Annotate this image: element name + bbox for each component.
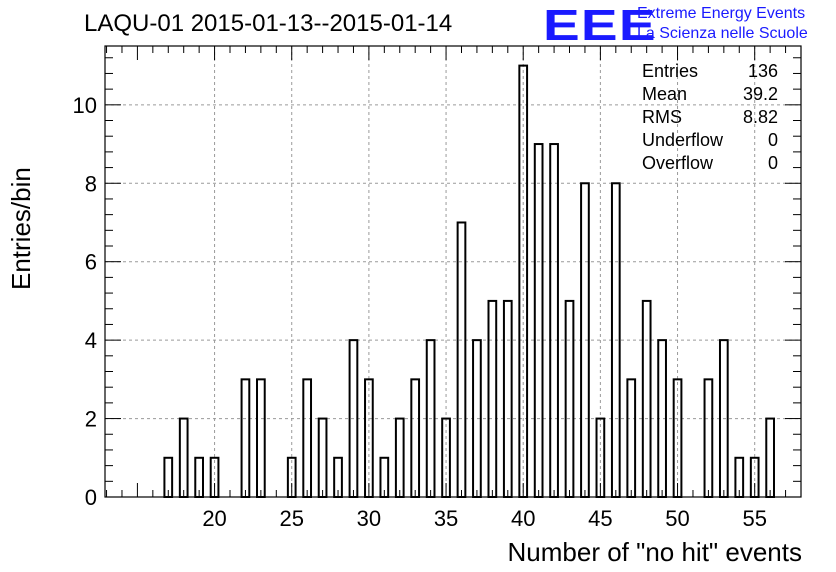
- stats-value: 8.82: [742, 107, 778, 127]
- histogram-bar: [394, 417, 405, 498]
- y-tick-label: 2: [85, 407, 97, 432]
- x-tick-label: 45: [588, 506, 612, 531]
- y-tick-label: 6: [85, 250, 97, 275]
- stats-row-overflow: Overflow 0: [642, 152, 778, 175]
- histogram-bar: [641, 299, 652, 499]
- stats-box: Entries 136 Mean 39.2 RMS 8.82 Underflow…: [642, 60, 778, 175]
- x-tick-label: 50: [665, 506, 689, 531]
- chart-title: LAQU-01 2015-01-13--2015-01-14: [84, 10, 453, 37]
- histogram-bar: [703, 378, 714, 499]
- stats-row-rms: RMS 8.82: [642, 106, 778, 129]
- stats-label: Entries: [642, 61, 699, 81]
- x-tick-label: 25: [279, 506, 303, 531]
- histogram-bar: [302, 378, 313, 499]
- histogram-bar: [533, 143, 544, 498]
- histogram-bar: [549, 143, 559, 498]
- eee-logo: EEE: [543, 1, 657, 50]
- histogram-bar: [256, 378, 266, 499]
- y-tick-label: 4: [85, 328, 97, 353]
- stats-row-underflow: Underflow 0: [642, 129, 778, 152]
- logo-caption-line1: Extreme Energy Events: [637, 5, 806, 22]
- stats-value: 39.2: [742, 84, 778, 104]
- histogram-bar: [178, 417, 189, 498]
- stats-value: 136: [747, 61, 778, 81]
- x-tick-label: 55: [742, 506, 766, 531]
- histogram-bar: [240, 378, 251, 499]
- y-tick-label: 0: [85, 485, 97, 510]
- histogram-bar: [502, 299, 513, 499]
- logo-caption-line2: La Scienza nelle Scuole: [637, 25, 808, 42]
- stats-row-entries: Entries 136: [642, 60, 778, 83]
- x-tick-label: 20: [202, 506, 226, 531]
- plot-frame: [104, 45, 802, 498]
- stats-row-mean: Mean 39.2: [642, 83, 778, 106]
- x-tick-label: 30: [357, 506, 381, 531]
- stats-value: 0: [767, 153, 778, 173]
- y-tick-label: 10: [73, 93, 97, 118]
- x-tick-label: 35: [434, 506, 458, 531]
- x-tick-label: 40: [511, 506, 535, 531]
- histogram-bar: [317, 417, 328, 498]
- y-axis-label: Entries/bin: [6, 167, 36, 290]
- logo-caption: Extreme Energy Events La Scienza nelle S…: [637, 4, 808, 44]
- x-axis-label: Number of "no hit" events: [507, 537, 803, 567]
- stats-label: RMS: [642, 107, 682, 127]
- stats-label: Underflow: [642, 130, 724, 150]
- histogram-bar: [456, 221, 467, 498]
- histogram-bar: [410, 378, 421, 499]
- histogram-bar: [765, 417, 775, 498]
- stats-value: 0: [767, 130, 778, 150]
- stats-label: Overflow: [642, 153, 714, 173]
- histogram-bar: [487, 299, 498, 499]
- y-tick-label: 8: [85, 171, 97, 196]
- histogram-bar: [564, 299, 575, 499]
- histogram-bar: [626, 378, 637, 499]
- stats-label: Mean: [642, 84, 688, 104]
